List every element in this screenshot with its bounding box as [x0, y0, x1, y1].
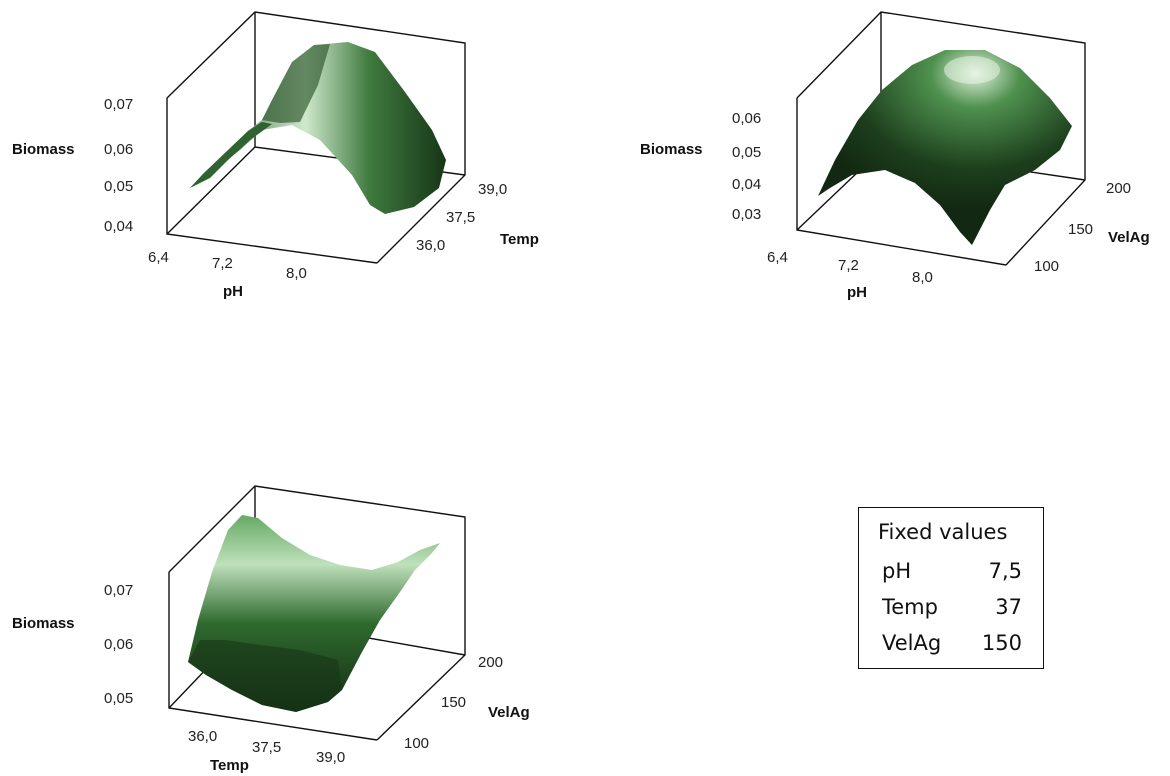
y-ticks: 200 150 100 [1034, 180, 1131, 275]
z-tick: 0,04 [104, 218, 133, 235]
fixed-values-box: Fixed values pH 7,5 Temp 37 VelAg 150 [858, 507, 1044, 669]
y-ticks: 200 150 100 [404, 654, 503, 752]
y-axis-label: Temp [500, 231, 539, 248]
z-axis-label: Biomass [640, 141, 703, 158]
y-tick: 100 [1034, 258, 1059, 275]
x-tick: 36,0 [188, 728, 217, 745]
z-tick: 0,05 [104, 178, 133, 195]
z-ticks: 0,06 0,05 0,04 0,03 [732, 110, 761, 223]
x-tick: 8,0 [286, 265, 307, 282]
x-tick: 6,4 [767, 249, 788, 266]
z-axis-label: Biomass [12, 141, 75, 158]
y-tick: 200 [1106, 180, 1131, 197]
y-tick: 39,0 [478, 181, 507, 198]
x-tick: 6,4 [148, 249, 169, 266]
surface [190, 42, 446, 214]
x-ticks: 36,0 37,5 39,0 [188, 728, 345, 766]
z-tick: 0,06 [104, 141, 133, 158]
x-axis-label: pH [847, 284, 867, 301]
z-tick: 0,05 [104, 690, 133, 707]
fixed-value-name: Temp [882, 595, 938, 619]
z-tick: 0,05 [732, 144, 761, 161]
x-axis-label: pH [223, 283, 243, 300]
x-tick: 7,2 [838, 257, 859, 274]
chart-ph-temp: 0,07 0,06 0,05 0,04 Biomass 6,4 7,2 8,0 … [12, 11, 539, 300]
x-ticks: 6,4 7,2 8,0 [767, 249, 933, 286]
fixed-value-value: 37 [995, 595, 1022, 619]
y-tick: 100 [404, 735, 429, 752]
x-tick: 37,5 [252, 739, 281, 756]
y-tick: 150 [1068, 221, 1093, 238]
y-ticks: 39,0 37,5 36,0 [416, 181, 507, 254]
z-tick: 0,06 [104, 636, 133, 653]
y-axis-label: VelAg [1108, 229, 1150, 246]
z-ticks: 0,07 0,06 0,05 [104, 582, 133, 707]
fixed-value-value: 150 [981, 631, 1022, 655]
z-tick: 0,07 [104, 96, 133, 113]
x-axis-label: Temp [210, 757, 249, 774]
surface [188, 515, 440, 712]
x-ticks: 6,4 7,2 8,0 [148, 249, 307, 282]
y-tick: 150 [441, 694, 466, 711]
z-ticks: 0,07 0,06 0,05 0,04 [104, 96, 133, 235]
x-tick: 7,2 [212, 255, 233, 272]
surface [818, 50, 1072, 245]
y-axis-label: VelAg [488, 704, 530, 721]
z-tick: 0,07 [104, 582, 133, 599]
chart-ph-velag: 0,06 0,05 0,04 0,03 Biomass 6,4 7,2 8,0 … [640, 11, 1150, 301]
y-tick: 36,0 [416, 237, 445, 254]
z-tick: 0,04 [732, 176, 761, 193]
fixed-value-name: pH [882, 559, 912, 583]
z-axis-label: Biomass [12, 615, 75, 632]
z-tick: 0,03 [732, 206, 761, 223]
fixed-values-title: Fixed values [878, 520, 1008, 544]
fixed-value-value: 7,5 [988, 559, 1022, 583]
chart-temp-velag: 0,07 0,06 0,05 Biomass 36,0 37,5 39,0 Te… [12, 485, 530, 774]
y-tick: 37,5 [446, 209, 475, 226]
y-tick: 200 [478, 654, 503, 671]
fixed-value-name: VelAg [882, 631, 942, 655]
x-tick: 39,0 [316, 749, 345, 766]
x-tick: 8,0 [912, 269, 933, 286]
z-tick: 0,06 [732, 110, 761, 127]
